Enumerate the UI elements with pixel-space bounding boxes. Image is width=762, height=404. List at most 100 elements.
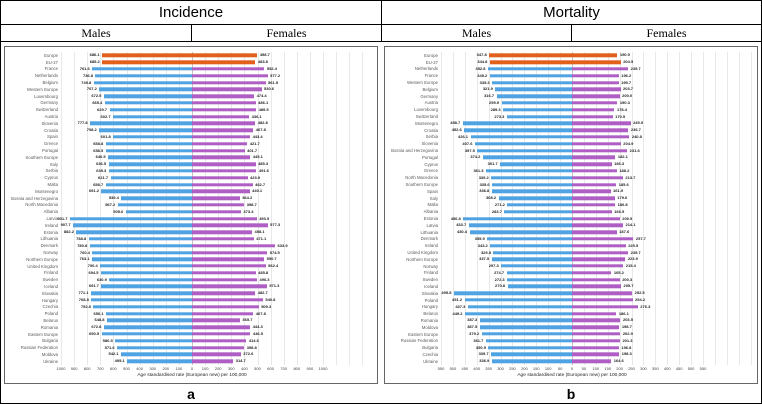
female-bar	[572, 155, 616, 160]
female-value: 182.1	[617, 154, 628, 160]
tick-label: 300	[227, 365, 235, 371]
chart-row: Eastern Europe 690.5 446.5	[5, 331, 377, 338]
chart-row: Netherlands 736.8 577.2	[5, 72, 377, 79]
country-label: Malta	[427, 202, 438, 208]
female-area: 314.7	[192, 358, 323, 365]
country-label: Spain	[47, 134, 58, 140]
chart-row: Malta 271.2 180.8	[385, 202, 757, 209]
chart-row: Moldova 542.1 372.6	[5, 351, 377, 358]
country-label: Portugal	[421, 154, 438, 160]
female-area: 204.5	[572, 59, 703, 66]
male-value: 289.3	[490, 106, 501, 112]
female-bar	[572, 80, 619, 85]
male-bar	[113, 135, 192, 139]
country-label: Belgium	[42, 80, 58, 86]
male-value: 542.1	[108, 351, 119, 357]
female-area: 574.5	[192, 249, 323, 256]
female-value: 235.7	[630, 249, 641, 255]
male-bar	[489, 53, 572, 58]
country-label: Norway	[423, 263, 438, 269]
female-value: 205.7	[623, 283, 634, 289]
female-value: 166.3	[614, 161, 625, 167]
male-value: 694.5	[88, 269, 99, 275]
female-area: 445.1	[192, 154, 323, 161]
female-area: 185.6	[572, 181, 703, 188]
chart-row: Slovakia 771.1 482.7	[5, 290, 377, 297]
female-value: 276.3	[640, 303, 651, 309]
male-area: 336.8	[441, 188, 572, 195]
chart-row: Spain 601.8 443.4	[5, 134, 377, 141]
country-label: North Macedonia	[25, 202, 58, 208]
male-bar	[109, 108, 192, 112]
chart-row: Belgium 749.8 561.5	[5, 79, 377, 86]
male-area: 321.9	[441, 86, 572, 93]
female-value: 577.3	[270, 222, 281, 228]
female-area: 231.6	[572, 147, 703, 154]
female-value: 633.9	[277, 242, 288, 248]
female-bar	[192, 318, 240, 323]
female-area: 235.7	[572, 66, 703, 73]
female-bar	[572, 284, 621, 289]
male-value: 397.5	[464, 147, 475, 153]
chart-row: Switzerland 273.3 170.5	[385, 113, 757, 120]
male-bar	[489, 60, 572, 64]
chart-row: France 761.6 552.4	[5, 66, 377, 73]
chart-row: Sweden 630.9 496.3	[5, 276, 377, 283]
male-area: 752.8	[61, 303, 192, 310]
male-area: 571.6	[61, 344, 192, 351]
chart-row: Netherlands 352.8 235.7	[385, 66, 757, 73]
country-label: Lithuania	[420, 229, 438, 235]
female-bar	[572, 216, 620, 221]
male-value: 686.1	[89, 52, 100, 58]
male-area: 289.3	[441, 106, 572, 113]
female-bar	[572, 142, 621, 146]
male-value: 407.6	[462, 140, 473, 146]
female-value: 231.6	[629, 147, 640, 153]
mortality-rows: Europe 347.8 190.5 EU-27 344.8 204.5 Netherlan…	[385, 52, 757, 365]
male-area: 426.1	[441, 134, 572, 141]
tick-label: 800	[83, 365, 91, 371]
tick-label: 500	[449, 365, 457, 371]
female-value: 540.8	[265, 297, 276, 303]
male-area: 361.3	[441, 168, 572, 175]
tick-label: 1000	[318, 365, 328, 371]
male-area: 708.2	[61, 127, 192, 134]
female-area: 223.9	[572, 256, 703, 263]
country-label: North Macedonia	[405, 175, 438, 181]
male-bar	[104, 101, 192, 105]
chart-row: Portugal 658.5 401.7	[5, 147, 377, 154]
female-area: 633.9	[192, 242, 323, 249]
chart-row: Austria 295.9 190.3	[385, 100, 757, 107]
male-bar	[73, 223, 192, 228]
female-area: 236.7	[572, 127, 703, 134]
male-value: 329.8	[480, 249, 491, 255]
female-value: 185.6	[618, 181, 629, 187]
country-label: Finland	[423, 270, 438, 276]
female-area: 509.3	[192, 303, 323, 310]
tick-label: 150	[604, 365, 612, 371]
female-area: 178.4	[572, 106, 703, 113]
female-value: 485.8	[258, 269, 269, 275]
female-bar	[192, 121, 256, 126]
male-bar	[99, 128, 192, 132]
male-area: 352.8	[441, 66, 572, 73]
female-bar	[572, 67, 629, 71]
male-area: 433.7	[441, 222, 572, 229]
male-bar	[117, 345, 192, 350]
country-label: Italy	[430, 195, 438, 201]
male-value: 672.5	[91, 93, 102, 99]
female-bar	[192, 332, 251, 336]
male-value: 685.2	[89, 59, 100, 65]
country-label: Hungary	[421, 304, 438, 310]
male-value: 347.8	[476, 52, 487, 58]
male-bar	[482, 155, 572, 160]
male-value: 271.2	[494, 201, 505, 207]
male-bar	[507, 203, 572, 207]
female-area: 401.7	[192, 147, 323, 154]
male-bar	[487, 67, 572, 71]
male-bar	[503, 108, 572, 112]
country-label: Sweden	[422, 277, 438, 283]
female-bar	[572, 135, 630, 139]
female-bar	[572, 325, 620, 329]
male-area: 337.5	[441, 256, 572, 263]
